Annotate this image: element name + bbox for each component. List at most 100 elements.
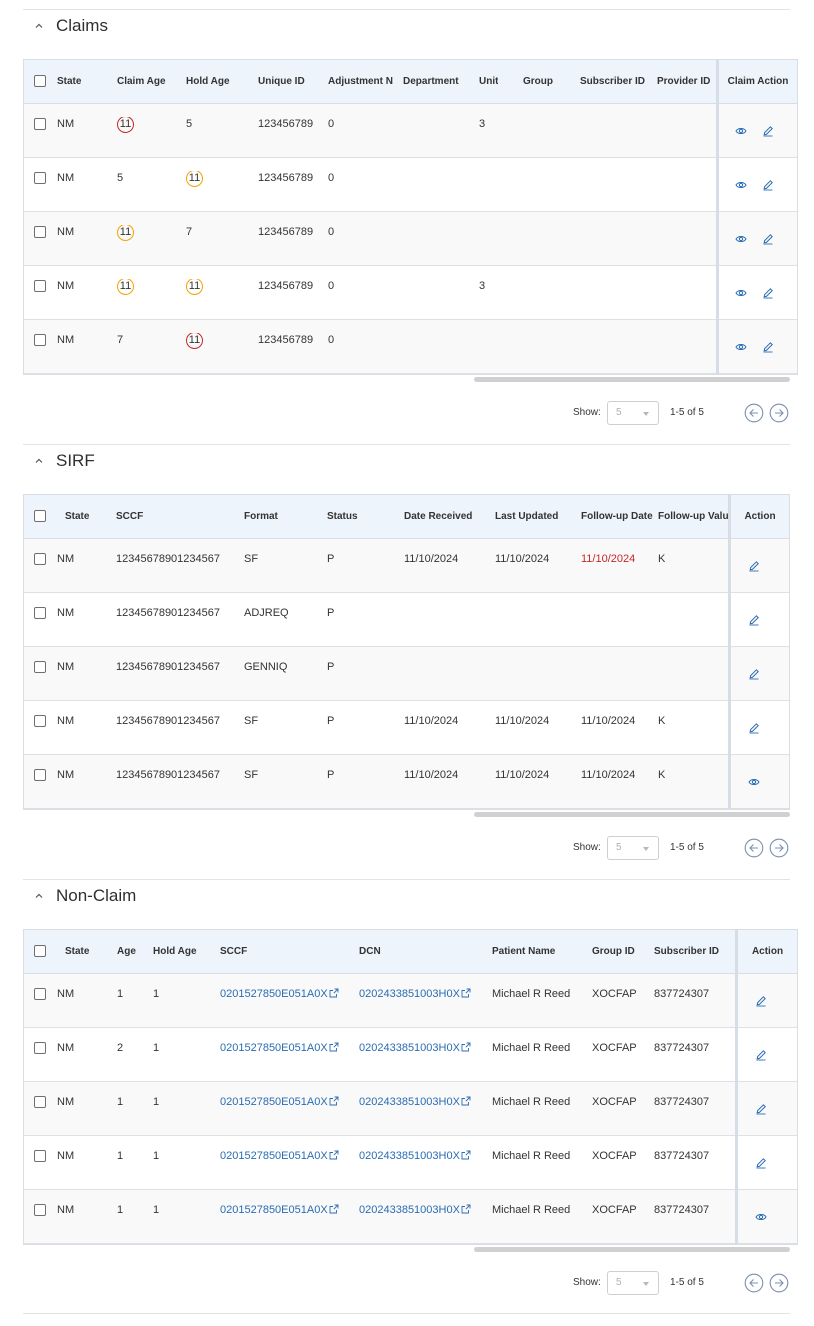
table-row[interactable]: NM 1 1 0201527850E051A0X 0202433851003H0X Mic… [24, 974, 797, 1028]
select-all-checkbox[interactable] [34, 510, 46, 522]
col-group[interactable]: Group [523, 76, 553, 87]
chevron-up-icon[interactable] [34, 891, 44, 901]
col-sccf[interactable]: SCCF [220, 946, 248, 957]
col-age[interactable]: Age [117, 946, 136, 957]
row-checkbox[interactable] [34, 553, 46, 565]
table-row[interactable]: NM 1 1 0201527850E051A0X 0202433851003H0X Mic… [24, 1136, 797, 1190]
arrow-right-circle-icon[interactable] [769, 403, 789, 423]
page-size-select[interactable]: 5 [607, 836, 659, 860]
row-checkbox[interactable] [34, 334, 46, 346]
pencil-icon[interactable] [748, 614, 760, 626]
dcn-link[interactable]: 0202433851003H0X [359, 1149, 471, 1163]
col-unique-id[interactable]: Unique ID [258, 76, 305, 87]
select-all-checkbox[interactable] [34, 75, 46, 87]
pencil-icon[interactable] [755, 995, 767, 1007]
dcn-link[interactable]: 0202433851003H0X [359, 987, 471, 1001]
table-row[interactable]: NM 1 1 0201527850E051A0X 0202433851003H0X Mic… [24, 1082, 797, 1136]
pencil-icon[interactable] [748, 560, 760, 572]
col-provider-id[interactable]: Provider ID [657, 76, 711, 87]
eye-icon[interactable] [735, 341, 747, 353]
eye-icon[interactable] [755, 1211, 767, 1223]
chevron-up-icon[interactable] [34, 21, 44, 31]
arrow-left-circle-icon[interactable] [744, 403, 764, 423]
table-row[interactable]: NM 12345678901234567 SF P 11/10/2024 11/10/20… [24, 755, 789, 809]
row-checkbox[interactable] [34, 226, 46, 238]
pencil-icon[interactable] [762, 233, 774, 245]
eye-icon[interactable] [735, 125, 747, 137]
table-row[interactable]: NM 7 11 123456789 0 [24, 320, 797, 374]
table-row[interactable]: NM 11 7 123456789 0 [24, 212, 797, 266]
pencil-icon[interactable] [755, 1157, 767, 1169]
col-state[interactable]: State [65, 946, 90, 957]
table-row[interactable]: NM 2 1 0201527850E051A0X 0202433851003H0X Mic… [24, 1028, 797, 1082]
eye-icon[interactable] [735, 287, 747, 299]
col-date-received[interactable]: Date Received [404, 511, 473, 522]
row-checkbox[interactable] [34, 280, 46, 292]
table-row[interactable]: NM 12345678901234567 GENNIQ P [24, 647, 789, 701]
arrow-right-circle-icon[interactable] [769, 838, 789, 858]
sccf-link[interactable]: 0201527850E051A0X [220, 987, 339, 1001]
table-row[interactable]: NM 12345678901234567 ADJREQ P [24, 593, 789, 647]
claims-section-header[interactable]: Claims [34, 14, 108, 38]
row-checkbox[interactable] [34, 607, 46, 619]
arrow-left-circle-icon[interactable] [744, 838, 764, 858]
dcn-link[interactable]: 0202433851003H0X [359, 1041, 471, 1055]
sccf-link[interactable]: 0201527850E051A0X [220, 1149, 339, 1163]
chevron-up-icon[interactable] [34, 456, 44, 466]
horizontal-scrollbar[interactable] [474, 377, 790, 382]
pencil-icon[interactable] [748, 668, 760, 680]
pencil-icon[interactable] [762, 287, 774, 299]
dcn-link[interactable]: 0202433851003H0X [359, 1203, 471, 1217]
col-hold-age[interactable]: Hold Age [186, 76, 230, 87]
page-size-select[interactable]: 5 [607, 1271, 659, 1295]
table-row[interactable]: NM 5 11 123456789 0 [24, 158, 797, 212]
col-group-id[interactable]: Group ID [592, 946, 635, 957]
nonclaim-section-header[interactable]: Non-Claim [34, 884, 136, 908]
sccf-link[interactable]: 0201527850E051A0X [220, 1041, 339, 1055]
col-status[interactable]: Status [327, 511, 358, 522]
row-checkbox[interactable] [34, 1042, 46, 1054]
eye-icon[interactable] [735, 233, 747, 245]
row-checkbox[interactable] [34, 715, 46, 727]
arrow-right-circle-icon[interactable] [769, 1273, 789, 1293]
col-adjustment[interactable]: Adjustment N [328, 76, 393, 87]
row-checkbox[interactable] [34, 118, 46, 130]
dcn-link[interactable]: 0202433851003H0X [359, 1095, 471, 1109]
arrow-left-circle-icon[interactable] [744, 1273, 764, 1293]
sccf-link[interactable]: 0201527850E051A0X [220, 1203, 339, 1217]
col-unit[interactable]: Unit [479, 76, 499, 87]
eye-icon[interactable] [735, 179, 747, 191]
table-row[interactable]: NM 11 5 123456789 0 3 [24, 104, 797, 158]
pencil-icon[interactable] [762, 341, 774, 353]
row-checkbox[interactable] [34, 661, 46, 673]
row-checkbox[interactable] [34, 1204, 46, 1216]
pencil-icon[interactable] [755, 1049, 767, 1061]
horizontal-scrollbar[interactable] [474, 812, 790, 817]
col-subscriber-id[interactable]: Subscriber ID [654, 946, 720, 957]
table-row[interactable]: NM 1 1 0201527850E051A0X 0202433851003H0X Mic… [24, 1190, 797, 1244]
pencil-icon[interactable] [762, 179, 774, 191]
table-row[interactable]: NM 12345678901234567 SF P 11/10/2024 11/10/20… [24, 701, 789, 755]
col-hold-age[interactable]: Hold Age [153, 946, 197, 957]
col-dcn[interactable]: DCN [359, 946, 381, 957]
col-followup-date[interactable]: Follow-up Date [581, 511, 653, 522]
row-checkbox[interactable] [34, 1150, 46, 1162]
eye-icon[interactable] [748, 776, 760, 788]
col-state[interactable]: State [57, 76, 82, 87]
pencil-icon[interactable] [755, 1103, 767, 1115]
row-checkbox[interactable] [34, 769, 46, 781]
row-checkbox[interactable] [34, 172, 46, 184]
col-state[interactable]: State [65, 511, 90, 522]
row-checkbox[interactable] [34, 1096, 46, 1108]
col-patient-name[interactable]: Patient Name [492, 946, 556, 957]
table-row[interactable]: NM 12345678901234567 SF P 11/10/2024 11/10/20… [24, 539, 789, 593]
col-department[interactable]: Department [403, 76, 459, 87]
table-row[interactable]: NM 11 11 123456789 0 3 [24, 266, 797, 320]
row-checkbox[interactable] [34, 988, 46, 1000]
horizontal-scrollbar[interactable] [474, 1247, 790, 1252]
pencil-icon[interactable] [748, 722, 760, 734]
select-all-checkbox[interactable] [34, 945, 46, 957]
pencil-icon[interactable] [762, 125, 774, 137]
col-last-updated[interactable]: Last Updated [495, 511, 559, 522]
sirf-section-header[interactable]: SIRF [34, 449, 95, 473]
